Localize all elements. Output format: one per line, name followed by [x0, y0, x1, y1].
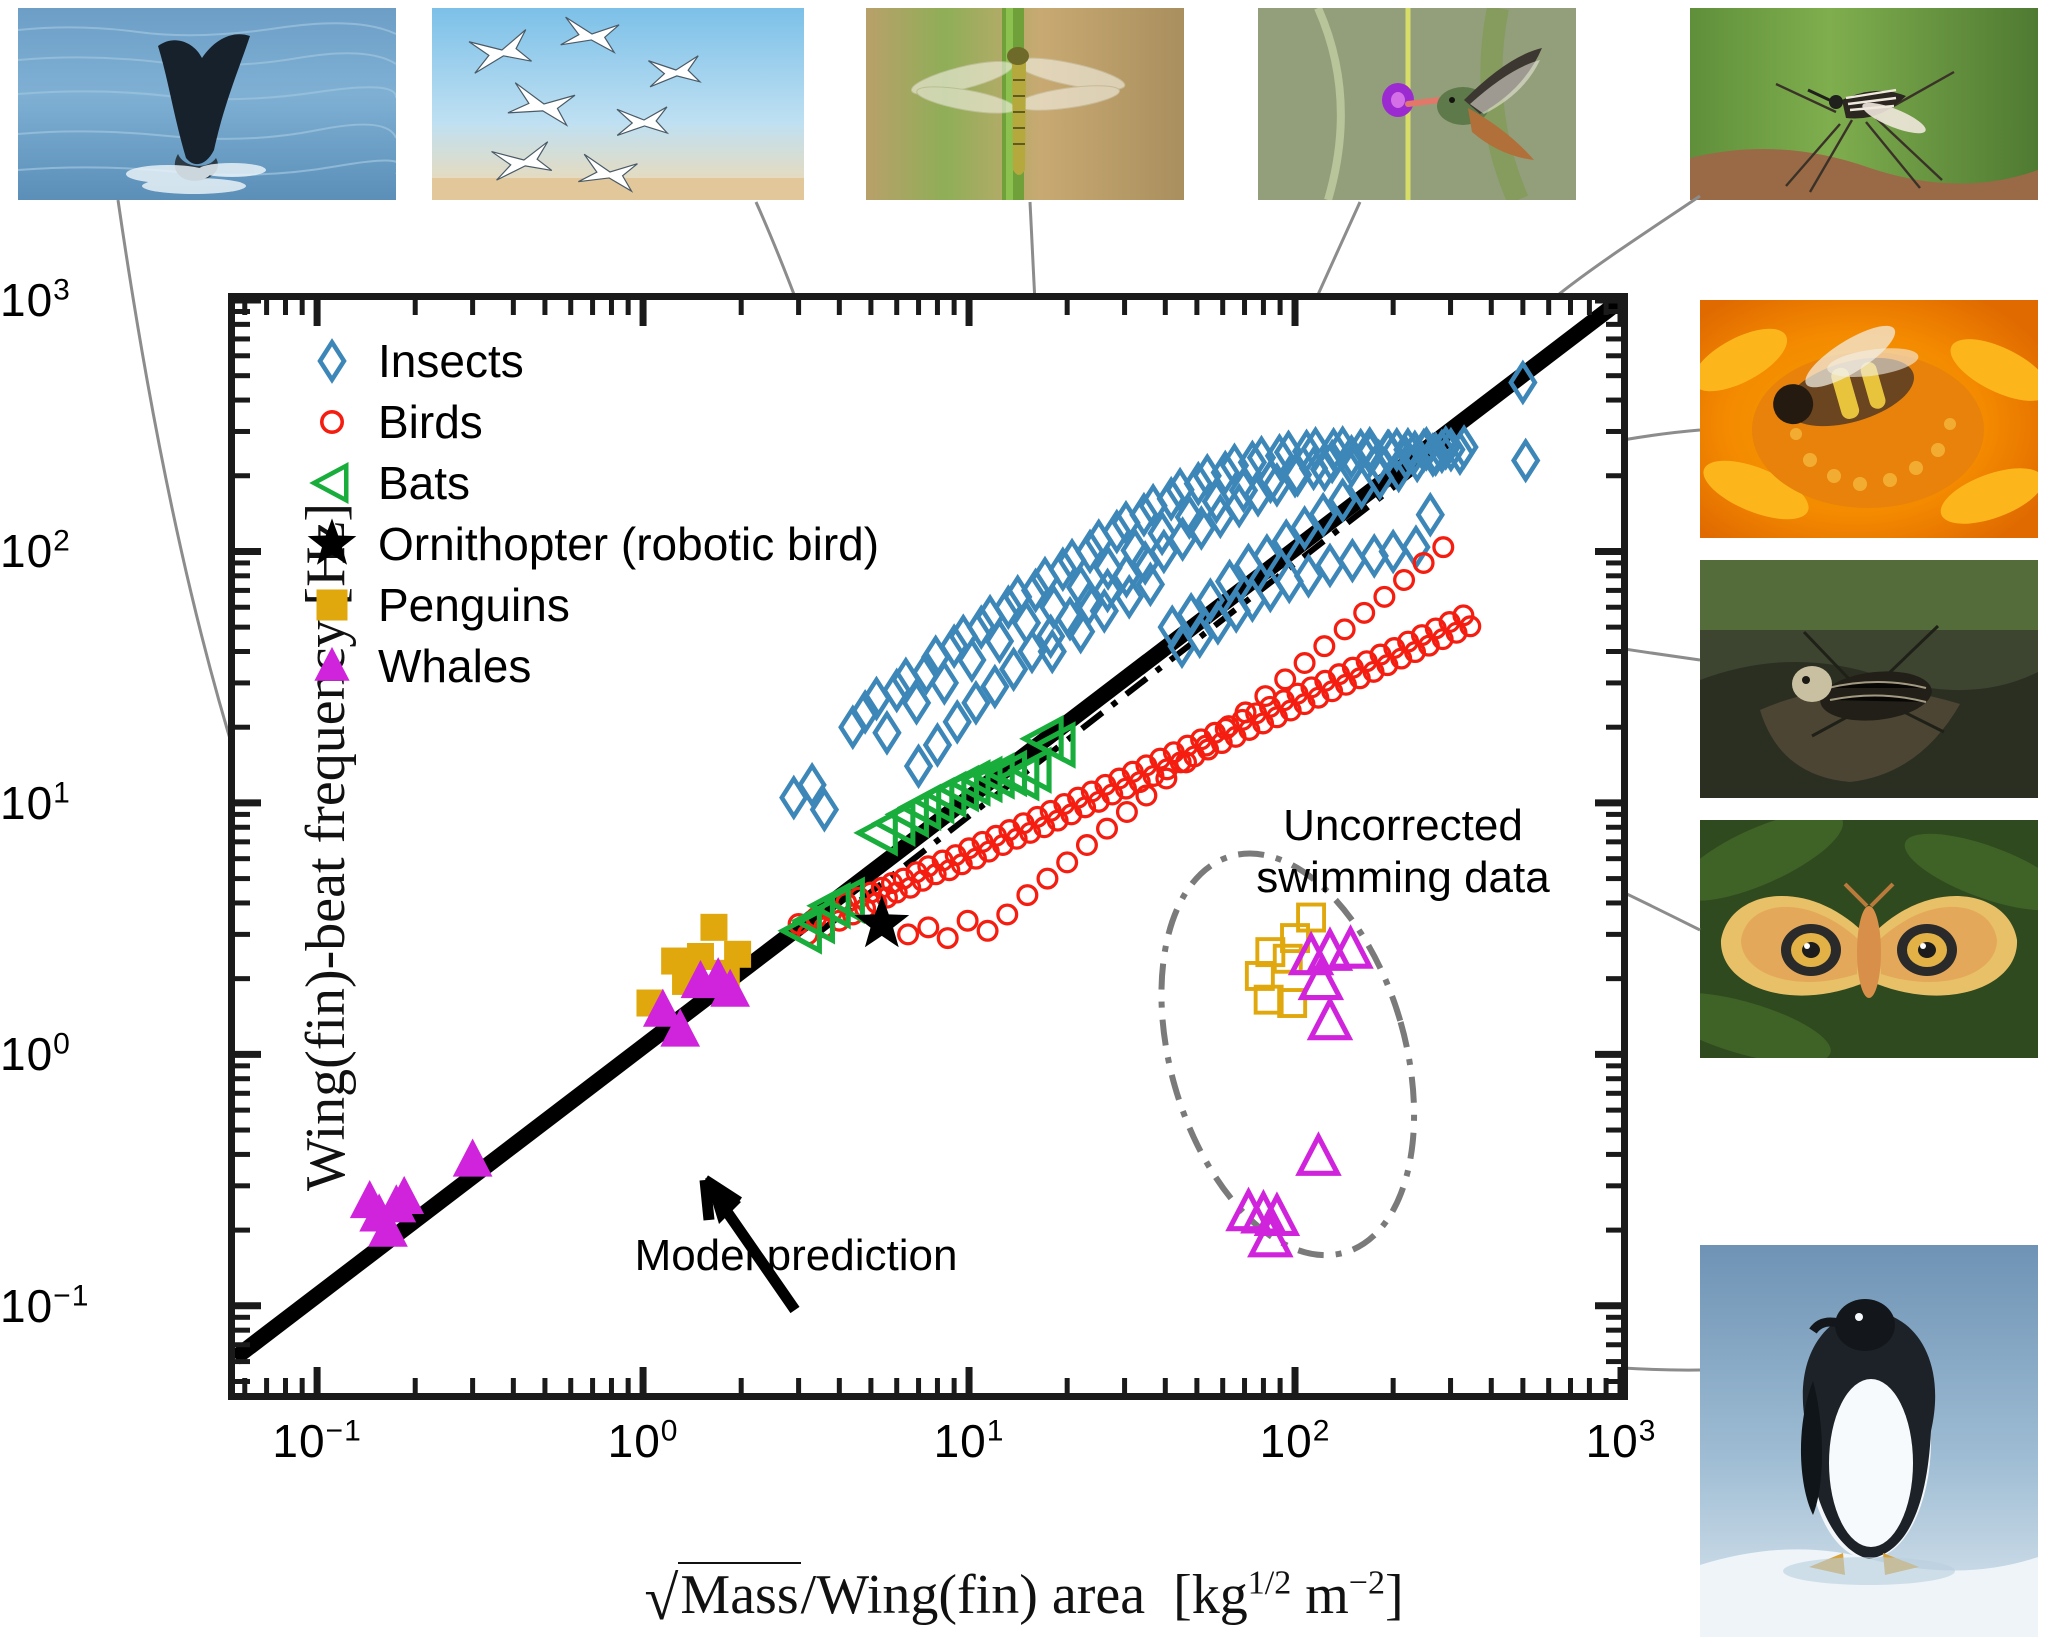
honeybee-photo	[1700, 300, 2038, 538]
star-marker-icon	[286, 516, 378, 572]
triangle-up-marker-icon	[286, 638, 378, 694]
model-prediction-arrowhead	[705, 1178, 741, 1224]
legend-item-label: Penguins	[378, 578, 570, 631]
uncorrected-line2: swimming data	[1256, 852, 1550, 902]
series-whales-uncorrected-swimming	[1225, 924, 1374, 1258]
legend-item-ornithopter-robotic-bird[interactable]: Ornithopter (robotic bird)	[286, 513, 1066, 574]
y-tick-label: 101	[0, 776, 71, 829]
series-whales	[349, 957, 751, 1247]
x-axis-unit-exp1: 1/2	[1247, 1564, 1292, 1602]
seagulls-photo	[432, 8, 804, 200]
legend-item-label: Whales	[378, 639, 532, 692]
x-axis-sqrt-radicand: Mass	[678, 1562, 801, 1626]
triangle-left-marker-icon	[286, 455, 378, 511]
mosquito-photo	[1690, 8, 2038, 200]
legend-item-label: Insects	[378, 334, 524, 387]
legend-item-birds[interactable]: Birds	[286, 391, 1066, 452]
x-axis-unit-mid: m	[1291, 1564, 1349, 1626]
legend-item-whales[interactable]: Whales	[286, 635, 1066, 696]
series-penguins-uncorrected-swimming	[1244, 902, 1327, 1018]
x-axis-unit-exp2: −2	[1348, 1564, 1385, 1602]
beetle-photo	[1700, 560, 2038, 798]
plot-area	[228, 293, 1628, 1400]
uncorrected-swimming-data-annotation: Uncorrected swimming data	[1238, 800, 1568, 904]
series-bats	[777, 714, 1076, 955]
model-prediction-annotation: Model prediction	[556, 1230, 1036, 1282]
circle-marker-icon	[286, 394, 378, 450]
moth-photo	[1700, 820, 2038, 1058]
y-axis-title-wrap: Wing(fin)-beat frequency [Hz]	[0, 293, 357, 1400]
x-tick-label: 102	[1259, 1414, 1331, 1467]
x-tick-label: 103	[1585, 1414, 1657, 1467]
y-tick-label: 102	[0, 525, 71, 578]
legend-item-insects[interactable]: Insects	[286, 330, 1066, 391]
penguin-photo	[1700, 1245, 2038, 1637]
hummingbird-photo	[1258, 8, 1576, 200]
y-tick-label: 10−1	[0, 1279, 90, 1332]
y-tick-label: 100	[0, 1028, 71, 1081]
diamond-marker-icon	[286, 333, 378, 389]
series-insects	[779, 359, 1541, 833]
legend-item-label: Bats	[378, 456, 471, 509]
x-axis-unit-open: [kg	[1173, 1564, 1248, 1626]
model-prediction-label: Model prediction	[634, 1231, 958, 1280]
scatter-plot-canvas	[235, 300, 1621, 1365]
dragonfly-photo	[866, 8, 1184, 200]
series-ornithopter-robotic-bird	[854, 895, 910, 948]
legend-item-label: Ornithopter (robotic bird)	[378, 517, 880, 570]
x-tick-label: 10−1	[272, 1414, 362, 1467]
x-axis-after-root: /Wing(fin) area	[800, 1564, 1146, 1626]
plot-legend: Insects Birds Bats Ornithopter (robotic bir…	[286, 330, 1066, 696]
x-tick-label: 100	[607, 1414, 679, 1467]
x-tick-label: 101	[933, 1414, 1005, 1467]
square-marker-icon	[286, 577, 378, 633]
legend-item-penguins[interactable]: Penguins	[286, 574, 1066, 635]
legend-item-label: Birds	[378, 395, 483, 448]
uncorrected-line1: Uncorrected	[1283, 801, 1523, 850]
x-axis-unit-close: ]	[1384, 1564, 1404, 1626]
legend-item-bats[interactable]: Bats	[286, 452, 1066, 513]
whale-fluke-photo	[18, 8, 396, 200]
data-fit	[814, 440, 1453, 937]
x-axis-title: √Mass/Wing(fin) area [kg1/2 m−2]	[644, 1562, 1404, 1633]
y-tick-label: 103	[0, 273, 71, 326]
